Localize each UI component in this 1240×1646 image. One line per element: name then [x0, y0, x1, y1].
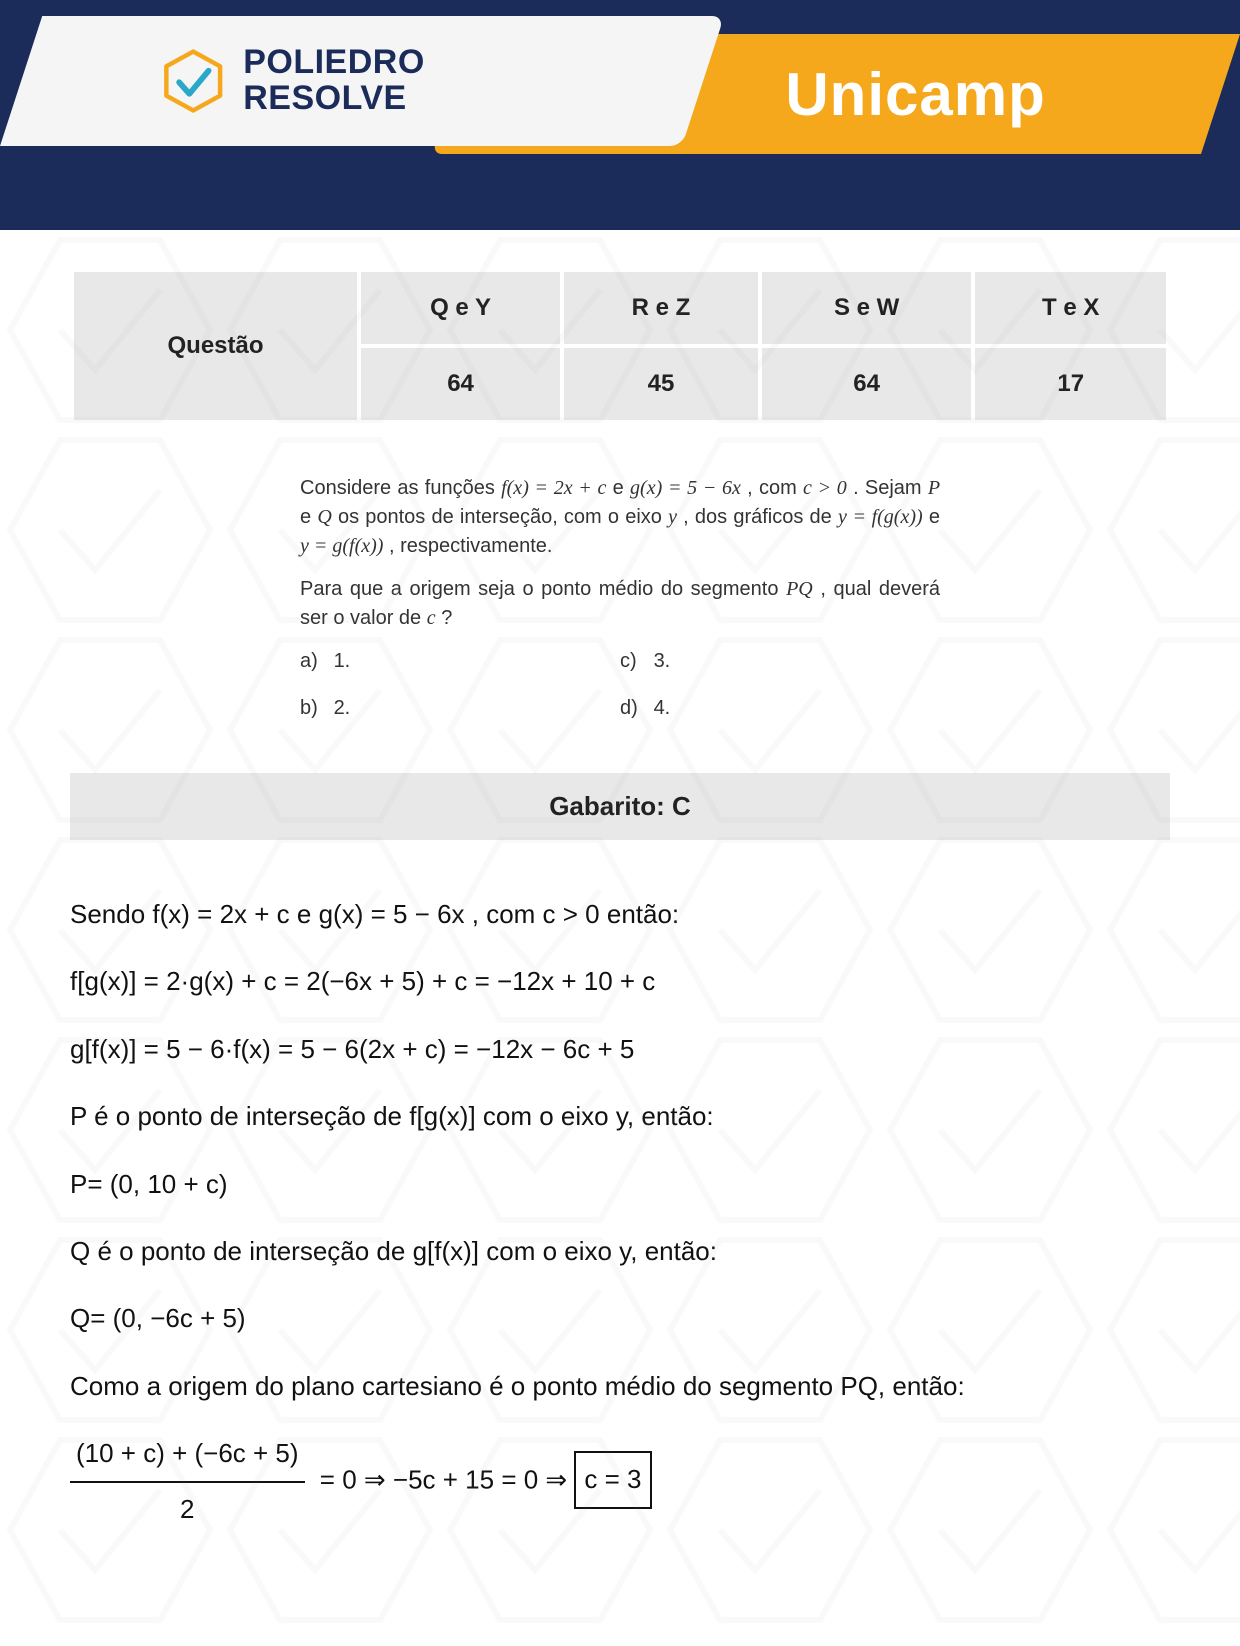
qtable-rowlabel: Questão — [72, 270, 359, 422]
opt-b-label: b) — [300, 694, 328, 723]
question-body: Considere as funções f(x) = 2x + c e g(x… — [300, 474, 940, 723]
options-grid: a) 1. c) 3. b) 2. d) 4. — [300, 647, 940, 723]
q-p1-Q: Q — [317, 506, 331, 528]
sol-line4: P é o ponto de interseção de f[g(x)] com… — [70, 1092, 1170, 1141]
sol-frac-num: (10 + c) + (−6c + 5) — [70, 1429, 305, 1482]
logo-line2: RESOLVE — [243, 81, 425, 117]
q-p1-a: Considere as funções — [300, 477, 501, 499]
logo-hex-icon — [161, 49, 225, 113]
q-p1-b: , com — [747, 477, 803, 499]
solution-block: Sendo f(x) = 2x + c e g(x) = 5 − 6x , co… — [70, 890, 1170, 1534]
option-b: b) 2. — [300, 694, 620, 723]
question-table: Questão Q e Y R e Z S e W T e X 64 45 64… — [70, 268, 1170, 424]
banner-white: POLIEDRO RESOLVE — [0, 16, 724, 146]
q-p1-cgt: c > 0 — [803, 477, 847, 499]
sol-line5: P= (0, 10 + c) — [70, 1160, 1170, 1209]
sol-line2: f[g(x)] = 2·g(x) + c = 2(−6x + 5) + c = … — [70, 957, 1170, 1006]
option-d: d) 4. — [620, 694, 940, 723]
qtable-col-2: S e W — [760, 270, 974, 346]
qtable-col-3: T e X — [973, 270, 1168, 346]
qtable-col-0: Q e Y — [359, 270, 562, 346]
sol-after-frac: = 0 ⇒ −5c + 15 = 0 ⇒ — [320, 1464, 575, 1494]
qtable-val-1: 45 — [562, 346, 760, 422]
q-p1-f: e — [929, 506, 940, 528]
q-p1-c: . Sejam — [853, 477, 928, 499]
gabarito-bar: Gabarito: C — [70, 773, 1170, 840]
q-p1-fx: f(x) = 2x + c — [501, 477, 606, 499]
opt-a-label: a) — [300, 647, 328, 676]
qtable-col-1: R e Z — [562, 270, 760, 346]
opt-c-value: 3. — [654, 650, 671, 672]
qtable-val-2: 64 — [760, 346, 974, 422]
qtable-val-3: 17 — [973, 346, 1168, 422]
q-p1-yfg: y = f(g(x)) — [838, 506, 923, 528]
q-p2-q: ? — [441, 607, 452, 629]
sol-line7: Q= (0, −6c + 5) — [70, 1294, 1170, 1343]
sol-final: (10 + c) + (−6c + 5) 2 = 0 ⇒ −5c + 15 = … — [70, 1429, 1170, 1534]
question-p1: Considere as funções f(x) = 2x + c e g(x… — [300, 474, 940, 561]
logo-text: POLIEDRO RESOLVE — [243, 45, 425, 116]
q-p1-d: os pontos de interseção, com o eixo — [338, 506, 668, 528]
logo-line1: POLIEDRO — [243, 45, 425, 81]
q-p2-a: Para que a origem seja o ponto médio do … — [300, 578, 786, 600]
question-p2: Para que a origem seja o ponto médio do … — [300, 575, 940, 633]
q-p1-and: e — [300, 506, 317, 528]
q-p1-e: , dos gráficos de — [683, 506, 838, 528]
sol-line3: g[f(x)] = 5 − 6·f(x) = 5 − 6(2x + c) = −… — [70, 1025, 1170, 1074]
q-p1-ygf: y = g(f(x)) — [300, 535, 383, 557]
option-a: a) 1. — [300, 647, 620, 676]
sol-frac-den: 2 — [70, 1483, 305, 1534]
opt-c-label: c) — [620, 647, 648, 676]
opt-d-label: d) — [620, 694, 648, 723]
q-p1-y: y — [668, 506, 677, 528]
q-p1-g: , respectivamente. — [389, 535, 552, 557]
qtable-val-0: 64 — [359, 346, 562, 422]
sol-fraction: (10 + c) + (−6c + 5) 2 — [70, 1429, 305, 1534]
q-p1-P: P — [928, 477, 940, 499]
sol-line6: Q é o ponto de interseção de g[f(x)] com… — [70, 1227, 1170, 1276]
header-banner: Unicamp POLIEDRO RESOLVE — [0, 0, 1240, 230]
option-c: c) 3. — [620, 647, 940, 676]
opt-a-value: 1. — [334, 650, 351, 672]
opt-b-value: 2. — [334, 697, 351, 719]
sol-boxed: c = 3 — [574, 1451, 651, 1508]
q-p1-gx: g(x) = 5 − 6x — [630, 477, 741, 499]
q-p1-mid: e — [613, 477, 630, 499]
sol-line1: Sendo f(x) = 2x + c e g(x) = 5 − 6x , co… — [70, 890, 1170, 939]
q-p2-c: c — [427, 607, 436, 629]
q-p2-PQ: PQ — [786, 578, 813, 600]
opt-d-value: 4. — [654, 697, 671, 719]
sol-line8: Como a origem do plano cartesiano é o po… — [70, 1362, 1170, 1411]
